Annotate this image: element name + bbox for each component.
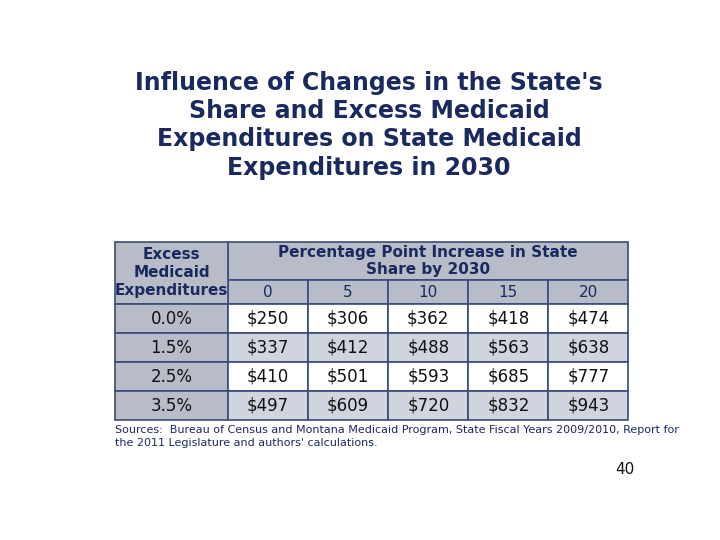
Bar <box>468 333 549 362</box>
Bar <box>308 392 388 420</box>
Bar <box>388 362 468 392</box>
Bar <box>549 304 629 333</box>
Bar <box>115 362 228 392</box>
Text: $412: $412 <box>327 339 369 357</box>
Text: 10: 10 <box>418 285 438 300</box>
Text: $832: $832 <box>487 397 529 415</box>
Bar <box>308 362 388 392</box>
Text: Percentage Point Increase in State
Share by 2030: Percentage Point Increase in State Share… <box>279 245 578 277</box>
Text: Influence of Changes in the State's
Share and Excess Medicaid
Expenditures on St: Influence of Changes in the State's Shar… <box>135 71 603 180</box>
Text: Excess
Medicaid
Expenditures: Excess Medicaid Expenditures <box>115 247 228 298</box>
Bar <box>228 333 308 362</box>
Text: $337: $337 <box>247 339 289 357</box>
Text: 0.0%: 0.0% <box>150 309 192 328</box>
Text: $306: $306 <box>327 309 369 328</box>
Bar <box>228 392 308 420</box>
Text: 3.5%: 3.5% <box>150 397 192 415</box>
Bar <box>549 362 629 392</box>
Text: $593: $593 <box>407 368 449 386</box>
Bar <box>115 333 228 362</box>
Text: $777: $777 <box>567 368 610 386</box>
Bar <box>388 392 468 420</box>
Bar <box>115 241 228 304</box>
Text: $497: $497 <box>247 397 289 415</box>
Bar <box>549 333 629 362</box>
Bar <box>468 280 549 304</box>
Bar <box>388 333 468 362</box>
Text: $418: $418 <box>487 309 529 328</box>
Text: 1.5%: 1.5% <box>150 339 192 357</box>
Bar <box>228 362 308 392</box>
Bar <box>468 362 549 392</box>
Bar <box>308 280 388 304</box>
Bar <box>115 392 228 420</box>
Text: 5: 5 <box>343 285 353 300</box>
Text: $943: $943 <box>567 397 610 415</box>
Text: 2.5%: 2.5% <box>150 368 192 386</box>
Text: $488: $488 <box>408 339 449 357</box>
Text: $362: $362 <box>407 309 449 328</box>
Bar <box>115 304 228 333</box>
Text: $474: $474 <box>567 309 610 328</box>
Bar <box>308 304 388 333</box>
Text: 40: 40 <box>615 462 634 477</box>
Text: $501: $501 <box>327 368 369 386</box>
Text: Sources:  Bureau of Census and Montana Medicaid Program, State Fiscal Years 2009: Sources: Bureau of Census and Montana Me… <box>115 426 679 448</box>
Text: 15: 15 <box>499 285 518 300</box>
Bar <box>308 333 388 362</box>
Text: 20: 20 <box>579 285 598 300</box>
Bar <box>388 304 468 333</box>
Text: 0: 0 <box>264 285 273 300</box>
Bar <box>549 392 629 420</box>
Text: $685: $685 <box>487 368 529 386</box>
Text: $609: $609 <box>327 397 369 415</box>
Bar <box>468 392 549 420</box>
Text: $563: $563 <box>487 339 529 357</box>
Bar <box>388 280 468 304</box>
Text: $410: $410 <box>247 368 289 386</box>
Text: $250: $250 <box>247 309 289 328</box>
Bar <box>228 280 308 304</box>
Bar <box>468 304 549 333</box>
Bar <box>549 280 629 304</box>
Text: $720: $720 <box>407 397 449 415</box>
Bar <box>228 241 629 280</box>
Text: $638: $638 <box>567 339 610 357</box>
Bar <box>228 304 308 333</box>
